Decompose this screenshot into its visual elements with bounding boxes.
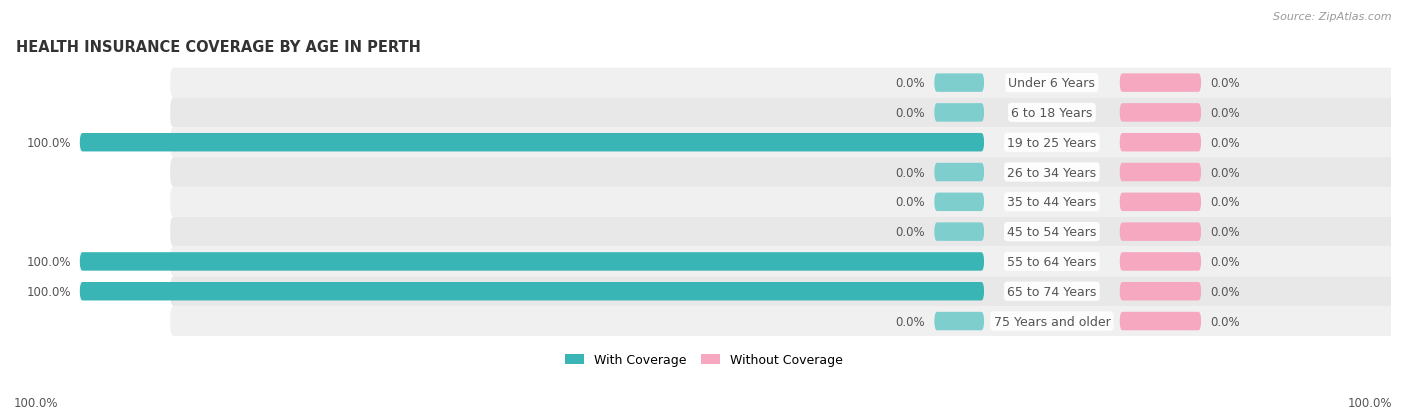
FancyBboxPatch shape xyxy=(170,69,1406,98)
Text: 0.0%: 0.0% xyxy=(896,107,925,120)
Text: 0.0%: 0.0% xyxy=(1211,225,1240,239)
Text: 45 to 54 Years: 45 to 54 Years xyxy=(1007,225,1097,239)
Text: 0.0%: 0.0% xyxy=(1211,136,1240,150)
FancyBboxPatch shape xyxy=(935,104,984,122)
Text: 0.0%: 0.0% xyxy=(1211,285,1240,298)
Text: 0.0%: 0.0% xyxy=(896,315,925,328)
Text: 100.0%: 100.0% xyxy=(14,396,59,409)
FancyBboxPatch shape xyxy=(1119,193,1201,211)
Text: 65 to 74 Years: 65 to 74 Years xyxy=(1007,285,1097,298)
Text: 100.0%: 100.0% xyxy=(27,136,70,150)
FancyBboxPatch shape xyxy=(170,247,1406,277)
FancyBboxPatch shape xyxy=(170,217,1406,247)
FancyBboxPatch shape xyxy=(1119,134,1201,152)
Text: 0.0%: 0.0% xyxy=(1211,315,1240,328)
FancyBboxPatch shape xyxy=(170,98,1406,128)
Text: 100.0%: 100.0% xyxy=(1347,396,1392,409)
FancyBboxPatch shape xyxy=(170,188,1406,217)
FancyBboxPatch shape xyxy=(1119,104,1201,122)
Text: 0.0%: 0.0% xyxy=(1211,196,1240,209)
Text: 0.0%: 0.0% xyxy=(1211,166,1240,179)
Text: Under 6 Years: Under 6 Years xyxy=(1008,77,1095,90)
Text: 0.0%: 0.0% xyxy=(896,225,925,239)
Text: 100.0%: 100.0% xyxy=(27,285,70,298)
Text: 0.0%: 0.0% xyxy=(896,196,925,209)
Text: 0.0%: 0.0% xyxy=(1211,255,1240,268)
FancyBboxPatch shape xyxy=(935,223,984,241)
Text: Source: ZipAtlas.com: Source: ZipAtlas.com xyxy=(1274,12,1392,22)
FancyBboxPatch shape xyxy=(170,277,1406,306)
FancyBboxPatch shape xyxy=(935,164,984,182)
FancyBboxPatch shape xyxy=(1119,312,1201,330)
Text: 0.0%: 0.0% xyxy=(1211,107,1240,120)
FancyBboxPatch shape xyxy=(1119,282,1201,301)
FancyBboxPatch shape xyxy=(935,74,984,93)
Text: 100.0%: 100.0% xyxy=(27,255,70,268)
Text: 19 to 25 Years: 19 to 25 Years xyxy=(1007,136,1097,150)
Text: 75 Years and older: 75 Years and older xyxy=(994,315,1111,328)
Text: HEALTH INSURANCE COVERAGE BY AGE IN PERTH: HEALTH INSURANCE COVERAGE BY AGE IN PERT… xyxy=(17,40,422,55)
FancyBboxPatch shape xyxy=(170,158,1406,188)
Text: 6 to 18 Years: 6 to 18 Years xyxy=(1011,107,1092,120)
Text: 0.0%: 0.0% xyxy=(896,77,925,90)
Text: 35 to 44 Years: 35 to 44 Years xyxy=(1007,196,1097,209)
Legend: With Coverage, Without Coverage: With Coverage, Without Coverage xyxy=(560,348,848,371)
FancyBboxPatch shape xyxy=(1119,223,1201,241)
FancyBboxPatch shape xyxy=(1119,253,1201,271)
FancyBboxPatch shape xyxy=(80,253,984,271)
FancyBboxPatch shape xyxy=(1119,164,1201,182)
Text: 55 to 64 Years: 55 to 64 Years xyxy=(1007,255,1097,268)
Text: 0.0%: 0.0% xyxy=(896,166,925,179)
FancyBboxPatch shape xyxy=(1119,74,1201,93)
Text: 26 to 34 Years: 26 to 34 Years xyxy=(1007,166,1097,179)
FancyBboxPatch shape xyxy=(80,282,984,301)
FancyBboxPatch shape xyxy=(935,193,984,211)
FancyBboxPatch shape xyxy=(170,306,1406,336)
Text: 0.0%: 0.0% xyxy=(1211,77,1240,90)
FancyBboxPatch shape xyxy=(170,128,1406,158)
FancyBboxPatch shape xyxy=(80,134,984,152)
FancyBboxPatch shape xyxy=(935,312,984,330)
